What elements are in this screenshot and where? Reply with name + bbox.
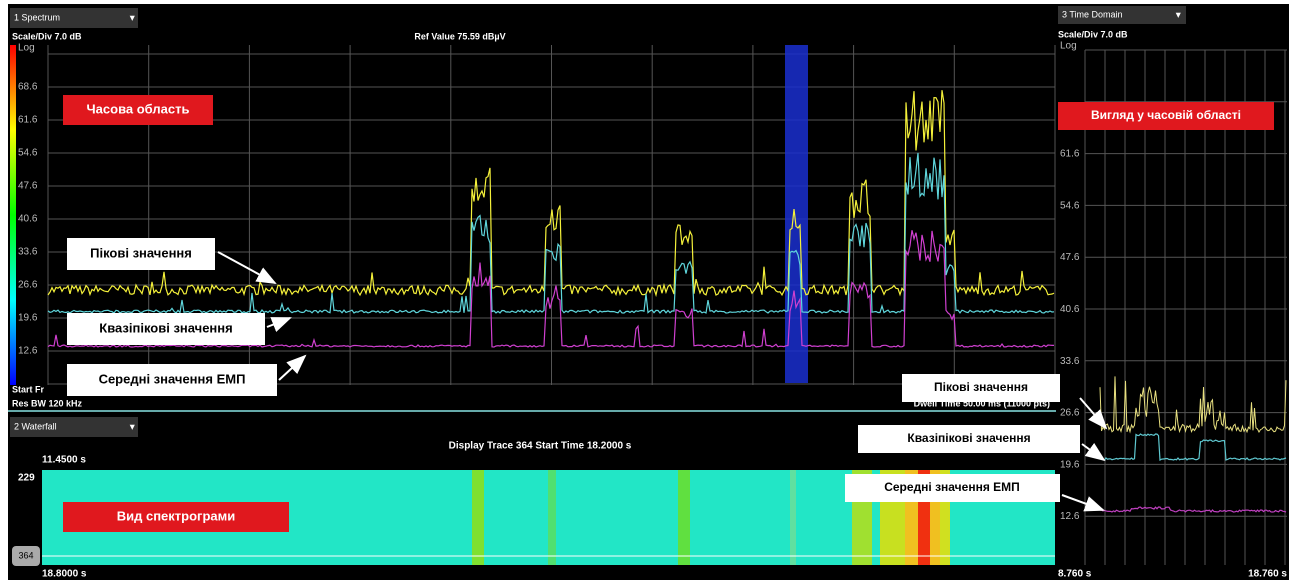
scale-type: Log — [18, 43, 35, 54]
y-label: 40.6 — [1060, 304, 1080, 315]
dropdown-arrow[interactable]: ▾ — [1175, 9, 1181, 19]
y-label: 33.6 — [18, 247, 38, 258]
waterfall-header: Display Trace 364 Start Time 18.2000 s — [449, 441, 632, 452]
callout: Вид спектрограми — [117, 508, 236, 523]
start-freq: Start Fr — [12, 384, 45, 394]
annotation: Квазіпікові значення — [99, 320, 232, 335]
scale: Scale/Div 7.0 dB — [1058, 29, 1128, 39]
start-time: 8.760 s — [1058, 569, 1092, 580]
top-trace: 229 — [18, 473, 35, 484]
time-domain-panel — [1056, 4, 1289, 580]
y-label: 40.6 — [18, 214, 38, 225]
annotation: Пікові значення — [934, 380, 1028, 394]
y-label: 26.6 — [18, 280, 38, 291]
end-time: 18.760 s — [1248, 569, 1287, 580]
y-label: 12.6 — [18, 346, 38, 357]
selector-text[interactable]: 2 Waterfall — [14, 421, 57, 431]
y-label: 26.6 — [1060, 408, 1080, 419]
y-label: 54.6 — [1060, 200, 1080, 211]
spectrogram-stripe — [790, 470, 796, 565]
y-label: 54.6 — [18, 148, 38, 159]
top-time: 11.4500 s — [42, 455, 86, 466]
annotation: Середні значення ЕМП — [99, 371, 246, 386]
analyzer-screen: 1 Spectrum ▾ Scale/Div 7.0 dB Log Ref Va… — [0, 0, 1293, 580]
selector-text[interactable]: 1 Spectrum — [14, 12, 60, 22]
spectrum-y-labels: 68.6 61.6 54.6 47.6 40.6 33.6 26.6 19.6 12.6 — [18, 82, 38, 357]
selector-text[interactable]: 3 Time Domain — [1062, 9, 1123, 19]
spectrogram-stripe — [548, 470, 556, 565]
y-label: 61.6 — [1060, 149, 1080, 160]
spectrogram-stripe — [678, 470, 690, 565]
ref-value: Ref Value 75.59 dBµV — [414, 31, 505, 41]
callout: Вигляд у часовій області — [1091, 108, 1241, 122]
bottom-trace[interactable]: 364 — [18, 550, 33, 560]
annotation: Квазіпікові значення — [907, 431, 1030, 445]
y-label: 47.6 — [1060, 252, 1080, 263]
y-label: 33.6 — [1060, 356, 1080, 367]
dropdown-arrow[interactable]: ▾ — [129, 421, 135, 431]
scale-type: Log — [1060, 41, 1077, 52]
y-label: 61.6 — [18, 115, 38, 126]
y-label: 47.6 — [18, 181, 38, 192]
color-scale — [10, 45, 16, 385]
res-bw: Res BW 120 kHz — [12, 398, 83, 408]
callout: Часова область — [87, 101, 190, 116]
spectrogram-stripe — [472, 470, 484, 565]
annotation: Пікові значення — [90, 245, 192, 260]
y-label: 12.6 — [1060, 511, 1080, 522]
y-label: 19.6 — [18, 313, 38, 324]
y-label: 19.6 — [1060, 459, 1080, 470]
spectrum-panel — [8, 4, 1056, 410]
bottom-time: 18.8000 s — [42, 569, 87, 580]
dropdown-arrow[interactable]: ▾ — [129, 12, 135, 22]
scale: Scale/Div 7.0 dB — [12, 31, 82, 41]
y-label: 68.6 — [18, 82, 38, 93]
annotation: Середні значення ЕМП — [884, 480, 1020, 494]
